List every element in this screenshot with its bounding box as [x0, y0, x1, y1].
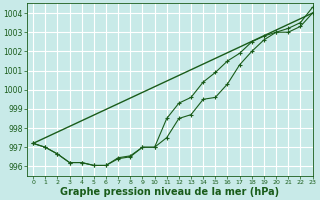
X-axis label: Graphe pression niveau de la mer (hPa): Graphe pression niveau de la mer (hPa) [60, 187, 279, 197]
